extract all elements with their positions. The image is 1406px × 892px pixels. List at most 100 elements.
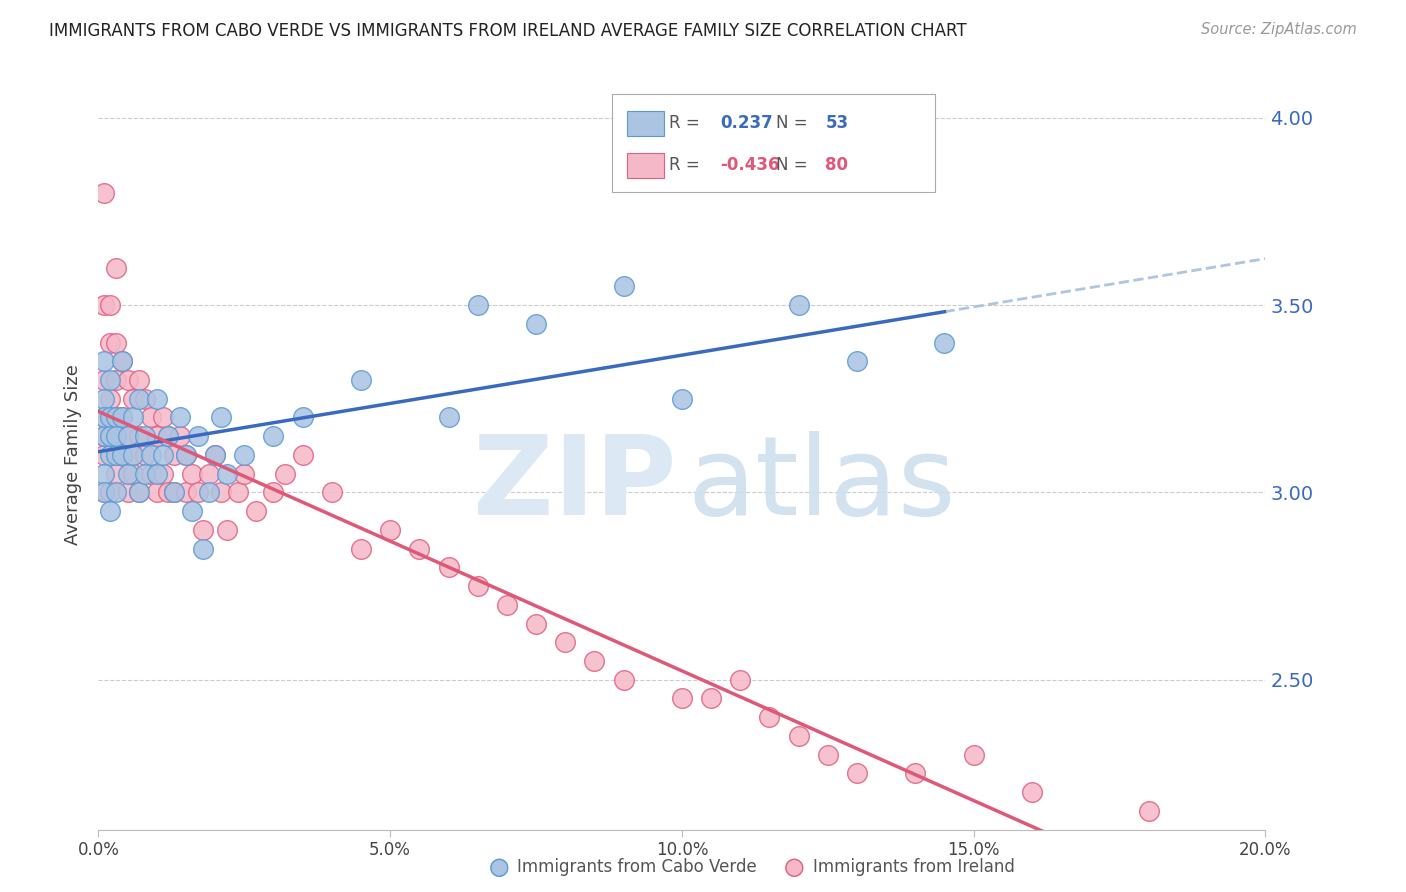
Point <box>98 373 121 387</box>
Point <box>93 186 115 200</box>
Point <box>787 729 810 743</box>
Point <box>245 504 267 518</box>
Point <box>111 448 134 462</box>
Text: ○: ○ <box>785 855 804 879</box>
Point <box>117 485 139 500</box>
Point <box>321 485 343 500</box>
Text: Immigrants from Cabo Verde: Immigrants from Cabo Verde <box>517 858 758 876</box>
Point <box>262 429 284 443</box>
Point <box>111 410 134 425</box>
Point <box>730 673 752 687</box>
Point <box>846 354 869 368</box>
Point <box>104 448 127 462</box>
Point <box>157 485 180 500</box>
Point <box>104 429 127 443</box>
Point <box>380 523 402 537</box>
Point <box>496 598 519 612</box>
Point <box>437 560 460 574</box>
Point <box>671 392 693 406</box>
Point <box>93 467 115 481</box>
Point <box>408 541 430 556</box>
Text: ○: ○ <box>489 855 509 879</box>
Point <box>209 410 232 425</box>
Text: N =: N = <box>776 114 813 132</box>
Text: 80: 80 <box>825 156 848 174</box>
Point <box>104 485 127 500</box>
Point <box>152 410 174 425</box>
Point <box>187 429 209 443</box>
Text: IMMIGRANTS FROM CABO VERDE VS IMMIGRANTS FROM IRELAND AVERAGE FAMILY SIZE CORREL: IMMIGRANTS FROM CABO VERDE VS IMMIGRANTS… <box>49 22 967 40</box>
Point <box>134 429 156 443</box>
Point <box>193 541 215 556</box>
Point <box>612 673 634 687</box>
Point <box>758 710 780 724</box>
Point <box>104 373 127 387</box>
Point <box>612 279 634 293</box>
Point <box>904 766 927 780</box>
Point <box>93 373 115 387</box>
Point <box>204 448 226 462</box>
Point <box>152 467 174 481</box>
Text: -0.436: -0.436 <box>720 156 779 174</box>
Point <box>139 467 162 481</box>
Point <box>146 429 169 443</box>
Point <box>163 448 186 462</box>
Point <box>1137 804 1160 818</box>
Point <box>467 579 489 593</box>
Point <box>193 523 215 537</box>
Point <box>934 335 956 350</box>
Point <box>93 410 115 425</box>
Point <box>524 616 547 631</box>
Point <box>104 467 127 481</box>
Point <box>111 354 134 368</box>
Point <box>93 410 115 425</box>
Point <box>274 467 297 481</box>
Point <box>134 448 156 462</box>
Point <box>209 485 232 500</box>
Point <box>104 410 127 425</box>
Point <box>437 410 460 425</box>
Point <box>122 448 145 462</box>
Point <box>152 448 174 462</box>
Point <box>817 747 839 762</box>
Point <box>350 373 373 387</box>
Point <box>291 448 314 462</box>
Point <box>128 429 150 443</box>
Point <box>146 485 169 500</box>
Point <box>146 392 169 406</box>
Point <box>98 335 121 350</box>
Point <box>787 298 810 312</box>
Point <box>467 298 489 312</box>
Point <box>180 467 202 481</box>
Point <box>554 635 576 649</box>
Point <box>98 429 121 443</box>
Point <box>93 429 115 443</box>
Point <box>98 410 121 425</box>
Point <box>291 410 314 425</box>
Text: R =: R = <box>669 156 706 174</box>
Text: 53: 53 <box>825 114 848 132</box>
Text: Immigrants from Ireland: Immigrants from Ireland <box>813 858 1015 876</box>
Text: ZIP: ZIP <box>472 432 676 539</box>
Point <box>228 485 250 500</box>
Point <box>98 448 121 462</box>
Point <box>98 485 121 500</box>
Point <box>122 448 145 462</box>
Y-axis label: Average Family Size: Average Family Size <box>65 365 83 545</box>
Point <box>122 467 145 481</box>
Point <box>117 467 139 481</box>
Point <box>169 429 191 443</box>
Point <box>111 448 134 462</box>
Point <box>157 429 180 443</box>
Point <box>122 410 145 425</box>
Point <box>846 766 869 780</box>
Point <box>98 504 121 518</box>
Point <box>198 467 221 481</box>
Point <box>157 429 180 443</box>
Point <box>134 467 156 481</box>
Point <box>111 410 134 425</box>
Point <box>93 485 115 500</box>
Point <box>146 467 169 481</box>
Point <box>93 354 115 368</box>
Point <box>180 504 202 518</box>
